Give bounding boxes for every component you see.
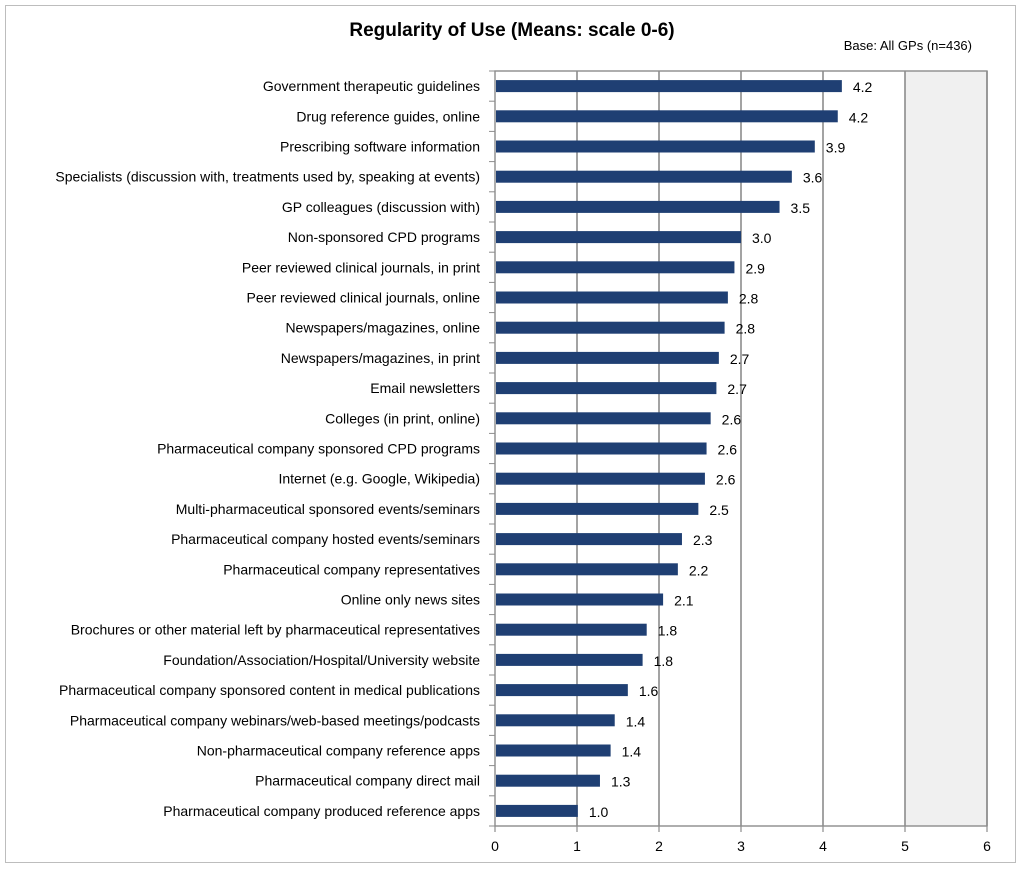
x-tick-label: 4: [819, 838, 827, 854]
data-label: 3.5: [791, 200, 811, 216]
category-label: Pharmaceutical company representatives: [223, 561, 480, 577]
chart-title: Regularity of Use (Means: scale 0-6): [0, 20, 1024, 42]
data-label: 2.8: [739, 291, 759, 307]
category-label: Government therapeutic guidelines: [263, 78, 480, 94]
category-label: Colleges (in print, online): [325, 410, 480, 426]
bar: [496, 110, 838, 123]
x-tick-label: 2: [655, 838, 663, 854]
category-label: Non-pharmaceutical company reference app…: [197, 743, 480, 759]
category-label: Internet (e.g. Google, Wikipedia): [278, 471, 480, 487]
data-label: 1.8: [654, 653, 674, 669]
data-label: 2.5: [709, 502, 729, 518]
category-label: Pharmaceutical company webinars/web-base…: [70, 712, 480, 728]
category-label: Foundation/Association/Hospital/Universi…: [163, 652, 480, 668]
category-label: Specialists (discussion with, treatments…: [55, 169, 480, 185]
x-tick-label: 0: [491, 838, 499, 854]
bar: [496, 80, 842, 93]
bar: [496, 623, 647, 636]
category-label: Peer reviewed clinical journals, online: [247, 290, 481, 306]
data-label: 2.6: [718, 442, 738, 458]
bar: [496, 744, 611, 757]
bar: [496, 804, 578, 817]
data-label: 1.4: [622, 744, 642, 760]
data-label: 2.8: [736, 321, 756, 337]
bar: [496, 140, 815, 153]
data-label: 3.9: [826, 140, 846, 156]
data-label: 1.6: [639, 683, 659, 699]
data-label: 3.6: [803, 170, 823, 186]
bar: [496, 684, 628, 697]
bar: [496, 442, 707, 455]
base-note: Base: All GPs (n=436): [843, 38, 972, 53]
category-label: Non-sponsored CPD programs: [288, 229, 480, 245]
bar: [496, 714, 615, 727]
category-label: GP colleagues (discussion with): [282, 199, 480, 215]
data-label: 4.2: [849, 109, 869, 125]
bar: [496, 291, 728, 304]
x-tick-label: 5: [901, 838, 909, 854]
bar: [496, 472, 705, 485]
data-label: 4.2: [853, 79, 873, 95]
chart-title-text: Regularity of Use (Means: scale 0-6): [349, 20, 675, 41]
bar: [496, 261, 735, 274]
bar: [496, 351, 719, 364]
x-tick-label: 1: [573, 838, 581, 854]
data-label: 2.2: [689, 562, 709, 578]
category-label: Newspapers/magazines, in print: [281, 350, 480, 366]
data-label: 1.4: [626, 713, 646, 729]
data-label: 2.1: [674, 593, 694, 609]
category-label: Pharmaceutical company direct mail: [255, 773, 480, 789]
data-label: 2.6: [716, 472, 736, 488]
category-label: Brochures or other material left by phar…: [71, 622, 480, 638]
data-label: 2.6: [722, 411, 742, 427]
bar: [496, 170, 792, 183]
bar: [496, 502, 699, 515]
bar: [496, 593, 664, 606]
bar: [496, 533, 682, 546]
x-tick-label: 3: [737, 838, 745, 854]
bar: [496, 412, 711, 425]
category-label: Multi-pharmaceutical sponsored events/se…: [176, 501, 480, 517]
data-label: 2.3: [693, 532, 713, 548]
bar: [496, 382, 717, 395]
category-label: Peer reviewed clinical journals, in prin…: [242, 259, 480, 275]
bar: [496, 563, 678, 576]
data-label: 3.0: [752, 230, 772, 246]
bar: [496, 653, 643, 666]
shaded-region: [905, 71, 987, 826]
data-label: 2.7: [730, 351, 750, 367]
data-label: 2.9: [745, 260, 765, 276]
data-label: 1.3: [611, 774, 631, 790]
category-label: Pharmaceutical company produced referenc…: [163, 803, 480, 819]
category-label: Online only news sites: [341, 592, 480, 608]
category-label: Prescribing software information: [280, 139, 480, 155]
bar: [496, 200, 780, 213]
category-label: Email newsletters: [370, 380, 480, 396]
data-label: 1.8: [658, 623, 678, 639]
bar: [496, 774, 600, 787]
category-label: Pharmaceutical company hosted events/sem…: [171, 531, 480, 547]
category-label: Pharmaceutical company sponsored CPD pro…: [157, 441, 480, 457]
data-label: 1.0: [589, 804, 609, 820]
category-label: Newspapers/magazines, online: [285, 320, 480, 336]
data-label: 2.7: [727, 381, 747, 397]
x-tick-label: 6: [983, 838, 991, 854]
category-label: Drug reference guides, online: [296, 108, 480, 124]
bar: [496, 321, 725, 334]
bar: [496, 231, 741, 244]
category-label: Pharmaceutical company sponsored content…: [59, 682, 480, 698]
